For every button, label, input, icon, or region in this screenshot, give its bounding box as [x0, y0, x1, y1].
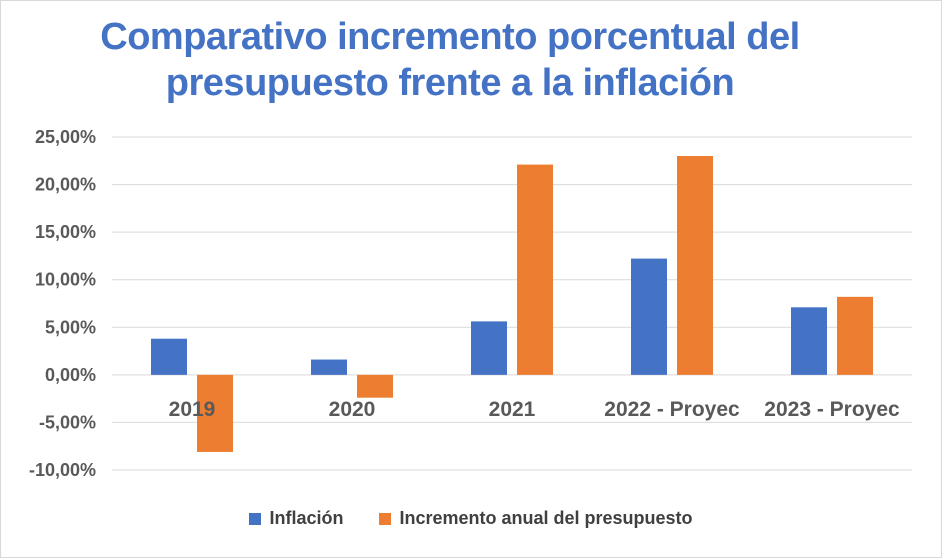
y-axis-ticks: 25,00% 20,00% 15,00% 10,00% 5,00% 0,00% -5,00%…	[29, 127, 96, 480]
y-tick-label: 0,00%	[45, 365, 96, 385]
category-label: 2021	[489, 398, 536, 421]
category-label: 2019	[169, 398, 216, 421]
legend-item-inflacion: Inflación	[249, 508, 343, 529]
y-tick-label: 25,00%	[35, 127, 96, 147]
bar-inflacion	[471, 321, 507, 375]
bar-presupuesto	[677, 156, 713, 375]
bar-presupuesto	[517, 164, 553, 375]
chart-title: Comparativo incremento porcentual del pr…	[100, 16, 800, 104]
legend-label-inflacion: Inflación	[269, 508, 344, 528]
bar-inflacion	[791, 307, 827, 375]
bar-presupuesto	[357, 374, 393, 398]
bar-inflacion	[631, 258, 667, 375]
legend: Inflación Incremento anual del presupues…	[0, 508, 942, 529]
legend-swatch-inflacion	[249, 512, 262, 525]
bars	[151, 156, 873, 452]
y-tick-label: 15,00%	[35, 222, 96, 242]
bar-presupuesto	[837, 296, 873, 375]
gridlines	[112, 136, 912, 471]
bar-presupuesto	[197, 374, 233, 452]
legend-item-presupuesto: Incremento anual del presupuesto	[379, 508, 693, 529]
category-label: 2022 - Proyec	[604, 398, 740, 421]
legend-swatch-presupuesto	[379, 512, 392, 525]
category-label: 2023 - Proyec	[764, 398, 900, 421]
y-tick-label: 5,00%	[45, 317, 96, 337]
y-tick-label: 10,00%	[35, 270, 96, 290]
y-tick-label: 20,00%	[35, 175, 96, 195]
bar-inflacion	[311, 359, 347, 375]
category-label: 2020	[329, 398, 376, 421]
y-tick-label: -5,00%	[39, 412, 96, 432]
legend-label-presupuesto: Incremento anual del presupuesto	[399, 508, 693, 528]
x-axis-categories: 2019 2020 2021 2022 - Proyec 2023 - Proyec	[169, 398, 900, 421]
bar-inflacion	[151, 338, 187, 375]
y-tick-label: -10,00%	[29, 460, 96, 480]
